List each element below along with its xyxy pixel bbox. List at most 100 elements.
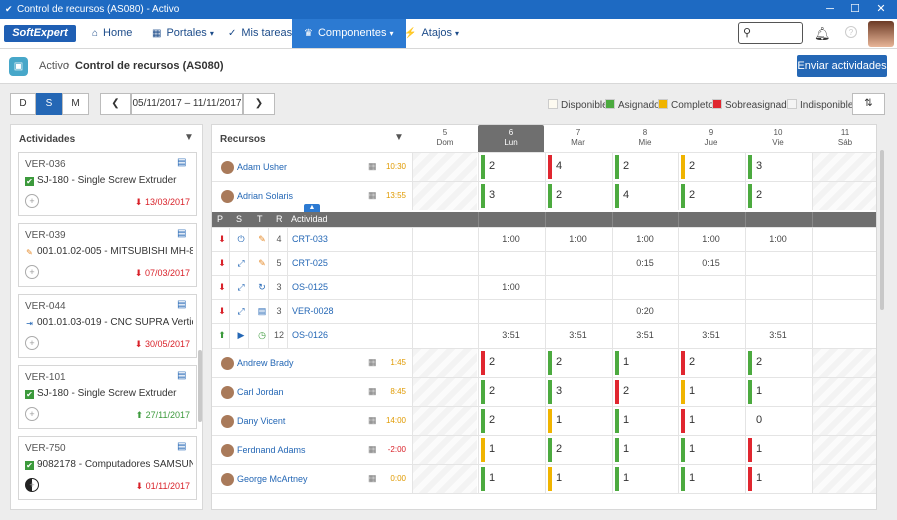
allocation-cell[interactable]: 2 — [678, 153, 743, 181]
clipboard-icon[interactable]: ▤ — [177, 157, 187, 168]
day-header[interactable]: 10 Vie — [745, 125, 811, 152]
allocation-cell[interactable]: 3 — [545, 378, 610, 406]
allocation-cell[interactable]: 2 — [478, 407, 543, 435]
allocation-cell[interactable]: 3 — [745, 153, 810, 181]
wrench-icon[interactable]: ✎ — [258, 258, 266, 268]
allocation-cell[interactable]: 4 — [612, 182, 677, 210]
add-circle-icon[interactable]: + — [25, 478, 39, 492]
resource-name[interactable]: Adrian Solaris — [237, 191, 294, 201]
allocation-cell[interactable]: 2 — [612, 153, 677, 181]
allocation-cell[interactable]: 2 — [545, 349, 610, 377]
breadcrumb-parent[interactable]: Activo — [39, 60, 69, 72]
activity-link[interactable]: VER-0028 — [292, 306, 334, 316]
allocation-cell[interactable]: 1 — [545, 407, 610, 435]
help-icon[interactable]: ? — [845, 26, 857, 38]
clipboard-icon[interactable]: ▤ — [177, 299, 187, 310]
activity-card[interactable]: VER-039 ▤ ✎ 001.01.02-005 - MITSUBISHI MH-8… — [18, 223, 197, 287]
resource-row[interactable] — [212, 493, 876, 509]
allocation-cell[interactable]: 1 — [745, 465, 810, 493]
activity-row[interactable]: ⬇ ⤢ ✎ 5 CRT-025 0:15 0:15 — [212, 251, 876, 276]
clipboard-icon[interactable]: ▤ — [177, 228, 187, 239]
clipboard-icon[interactable]: ▤ — [177, 370, 187, 381]
allocation-cell[interactable]: 1 — [678, 407, 743, 435]
activity-link[interactable]: CRT-033 — [292, 234, 328, 244]
expand-icon[interactable]: ⤢ — [237, 282, 245, 292]
allocation-cell[interactable]: 3 — [478, 182, 543, 210]
allocation-cell[interactable]: 4 — [545, 153, 610, 181]
view-month-button[interactable]: M — [62, 93, 89, 115]
day-header[interactable]: 6 Lun — [478, 125, 544, 152]
allocation-cell[interactable]: 1 — [612, 407, 677, 435]
allocation-cell[interactable]: 1 — [678, 378, 743, 406]
calendar-icon[interactable]: ▦ — [368, 473, 377, 483]
allocation-cell[interactable]: 1 — [678, 436, 743, 464]
view-week-button[interactable]: S — [36, 93, 62, 115]
next-period-button[interactable]: ❯ — [243, 93, 275, 115]
resource-row[interactable]: Ferdnand Adams ▦ -2:00 1 2 1 1 1 — [212, 435, 876, 464]
activity-row[interactable]: ⬇ ⤢ ↻ 3 OS-0125 1:00 — [212, 275, 876, 300]
grid-scrollbar[interactable] — [880, 150, 884, 310]
down-red-icon[interactable]: ⬇ — [218, 306, 226, 316]
resource-name[interactable]: Carl Jordan — [237, 387, 284, 397]
user-avatar[interactable] — [868, 21, 894, 47]
calendar-icon[interactable]: ▦ — [368, 190, 377, 200]
nav-home[interactable]: ⌂ Home — [80, 19, 148, 48]
calendar-icon[interactable]: ▦ — [368, 386, 377, 396]
close-icon[interactable]: ✕ — [876, 3, 886, 15]
allocation-cell[interactable]: 2 — [478, 349, 543, 377]
activity-link[interactable]: OS-0126 — [292, 330, 329, 340]
filter-icon[interactable]: ▼ — [394, 132, 404, 143]
allocation-cell[interactable]: 1 — [612, 436, 677, 464]
view-day-button[interactable]: D — [10, 93, 36, 115]
calendar-icon[interactable]: ▦ — [368, 357, 377, 367]
bell-icon[interactable]: 🔔︎ — [814, 26, 831, 41]
calendar-icon[interactable]: ▦ — [368, 444, 377, 454]
day-header[interactable]: 8 Mie — [612, 125, 678, 152]
activity-row[interactable]: ⬇ ⤢ ▤ 3 VER-0028 0:20 — [212, 299, 876, 324]
allocation-cell[interactable]: 2 — [478, 378, 543, 406]
search-box[interactable]: ⚲ — [738, 22, 803, 44]
down-red-icon[interactable]: ⬇ — [218, 282, 226, 292]
date-range[interactable]: 05/11/2017 – 11/11/2017 — [131, 93, 243, 115]
allocation-cell[interactable]: 1 — [478, 465, 543, 493]
add-circle-icon[interactable]: + — [25, 336, 39, 350]
allocation-cell[interactable]: 1 — [545, 465, 610, 493]
collapse-icon[interactable]: ▲ — [304, 204, 320, 212]
sort-icon[interactable]: ⇅ — [852, 93, 885, 115]
allocation-cell[interactable]: 2 — [612, 378, 677, 406]
resource-name[interactable]: Dany Vicent — [237, 416, 286, 426]
clock-icon[interactable]: ◷ — [258, 330, 266, 340]
allocation-cell[interactable]: 2 — [545, 182, 610, 210]
allocation-cell[interactable]: 1 — [678, 465, 743, 493]
resource-row[interactable]: Adam Usher ▦ 10:30 2 4 2 2 3 — [212, 152, 876, 181]
day-header[interactable]: 5 Dom — [412, 125, 478, 152]
allocation-cell[interactable]: 2 — [678, 182, 743, 210]
filter-icon[interactable]: ▼ — [184, 132, 194, 143]
allocation-cell[interactable]: 1 — [478, 436, 543, 464]
allocation-cell[interactable]: 1 — [612, 465, 677, 493]
prev-period-button[interactable]: ❮ — [100, 93, 131, 115]
expand-icon[interactable]: ⤢ — [237, 306, 245, 316]
calendar-icon[interactable]: ▦ — [368, 161, 377, 171]
activity-row[interactable]: ⬇ ⏻ ✎ 4 CRT-033 1:00 1:00 1:00 1:00 1:00 — [212, 227, 876, 252]
nav-componentes[interactable]: ♛ Componentes ▾ — [292, 19, 406, 48]
calendar-icon[interactable]: ▦ — [368, 415, 377, 425]
day-header[interactable]: 11 Sáb — [812, 125, 876, 152]
resource-name[interactable]: Andrew Brady — [237, 358, 294, 368]
allocation-cell[interactable]: 2 — [545, 436, 610, 464]
nav-atajos[interactable]: ⚡ Atajos ▾ — [392, 19, 472, 48]
power-icon[interactable]: ⏻ — [237, 234, 245, 244]
clipboard-icon[interactable]: ▤ — [257, 306, 267, 316]
resource-row[interactable]: George McArtney ▦ 0:00 1 1 1 1 1 — [212, 464, 876, 493]
send-activities-button[interactable]: Enviar actividades — [797, 55, 887, 77]
day-header[interactable]: 7 Mar — [545, 125, 611, 152]
expand-icon[interactable]: ⤢ — [237, 258, 245, 268]
nav-portales[interactable]: ▦ Portales ▾ — [140, 19, 230, 48]
resource-name[interactable]: Ferdnand Adams — [237, 445, 306, 455]
activity-link[interactable]: OS-0125 — [292, 282, 329, 292]
day-header[interactable]: 9 Jue — [678, 125, 744, 152]
allocation-cell[interactable]: 1 — [612, 349, 677, 377]
activity-row[interactable]: ⬆ ▶ ◷ 12 OS-0126 3:51 3:51 3:51 3:51 3:51 — [212, 323, 876, 348]
activity-card[interactable]: VER-750 ▤ ✔ 9082178 - Computadores SAMSUNG +… — [18, 436, 197, 500]
activities-scrollbar[interactable] — [198, 350, 202, 422]
